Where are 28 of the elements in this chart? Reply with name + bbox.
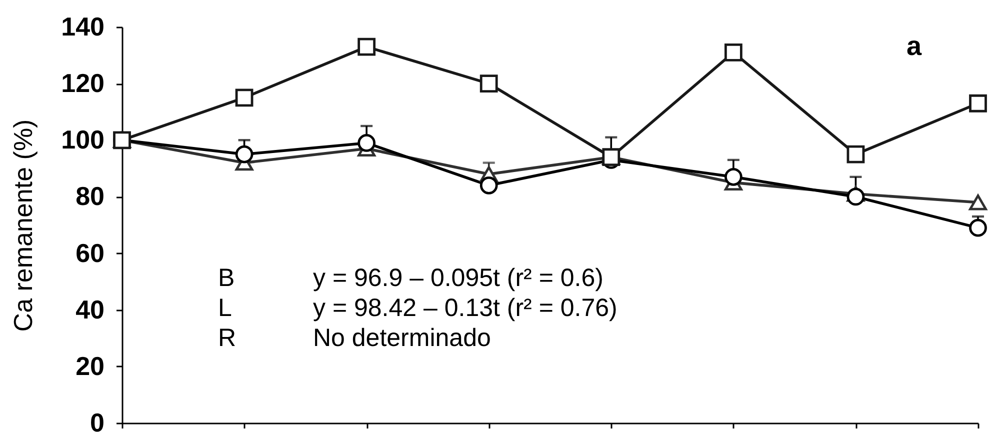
point (969, 194, 987, 210)
point (358, 38, 376, 56)
y-tick-label: 40 (76, 294, 104, 324)
y-tick-label: 100 (61, 124, 104, 155)
point (480, 176, 498, 194)
annotation: R (218, 324, 236, 352)
annotation: a (906, 31, 922, 61)
y-tick-label: 120 (61, 68, 104, 98)
point (235, 145, 254, 164)
y-axis-title: Ca remanente (%) (8, 119, 38, 332)
point (846, 188, 865, 206)
y-tick-label: 0 (90, 408, 104, 432)
y-tick-label: 60 (76, 238, 104, 268)
point (480, 74, 498, 93)
point (969, 94, 987, 112)
point (724, 168, 742, 186)
point (358, 134, 376, 152)
annotation: y = 96.9 – 0.095t (r² = 0.6) (313, 264, 604, 292)
point (846, 145, 865, 164)
annotation: B (218, 264, 235, 292)
y-tick-label: 80 (76, 181, 104, 212)
y-tick-label: 140 (61, 12, 104, 42)
annotation: y = 98.42 – 0.13t (r² = 0.76) (313, 294, 618, 322)
point (724, 44, 742, 62)
y-tick-label: 20 (76, 350, 104, 381)
point (235, 88, 254, 107)
annotation: L (218, 294, 232, 322)
annotation: No determinado (313, 324, 491, 352)
